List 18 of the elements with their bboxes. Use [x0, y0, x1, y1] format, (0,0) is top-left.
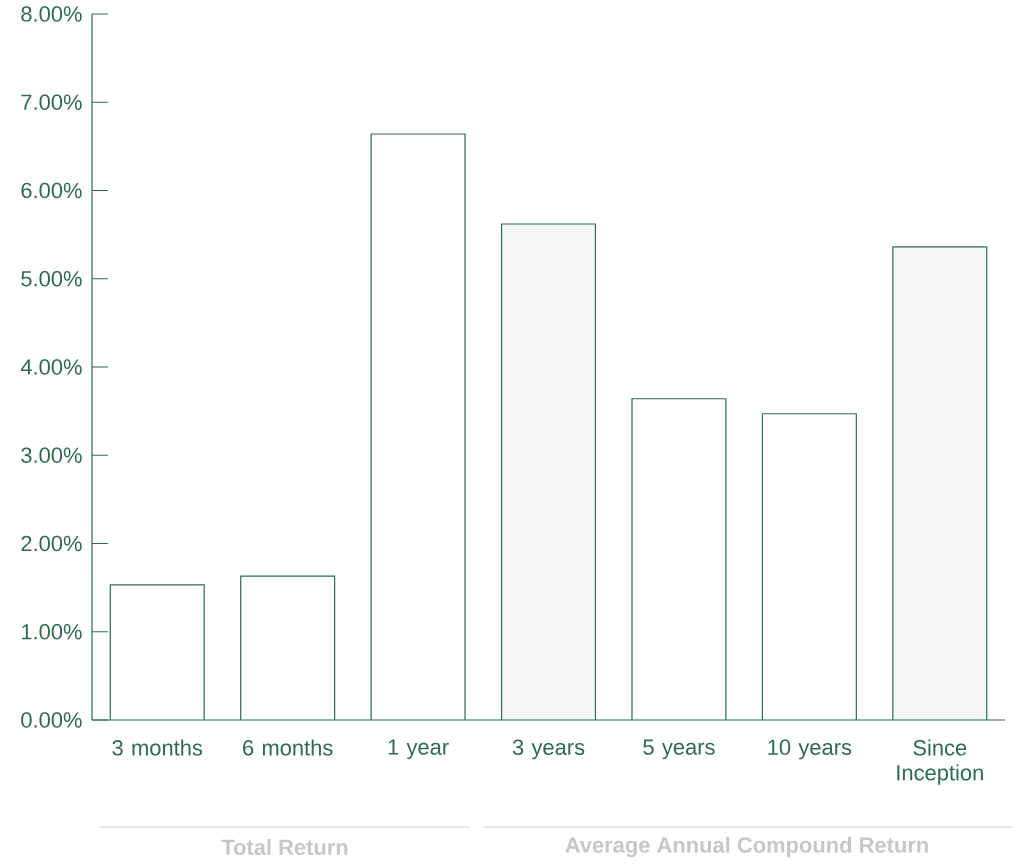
- y-tick-label: 7.00%: [21, 94, 82, 110]
- text: Total Return: [221, 838, 348, 856]
- x-tick-label: 6 months: [243, 739, 333, 756]
- y-tick-label: 8.00%: [21, 6, 82, 22]
- text: Average Annual Compound Return: [565, 836, 928, 858]
- x-tick-label: 3 years: [512, 739, 585, 760]
- x-tick-label: 5 years: [643, 739, 715, 760]
- y-tick-label: 5.00%: [21, 270, 82, 287]
- x-tick-label: Since Inception: [897, 739, 983, 785]
- y-tick-label: 2.00%: [21, 535, 82, 552]
- y-tick-label: 1.00%: [22, 623, 82, 640]
- x-tick-label: 3 months: [112, 739, 203, 756]
- x-tick-label: 10 years: [768, 739, 852, 760]
- y-tick-label: 3.00%: [21, 447, 82, 463]
- y-tick-label: 6.00%: [21, 182, 82, 199]
- x-tick-label: 1 year: [388, 739, 449, 760]
- y-tick-label: 4.00%: [20, 359, 82, 375]
- y-tick-label: 0.00%: [21, 712, 82, 728]
